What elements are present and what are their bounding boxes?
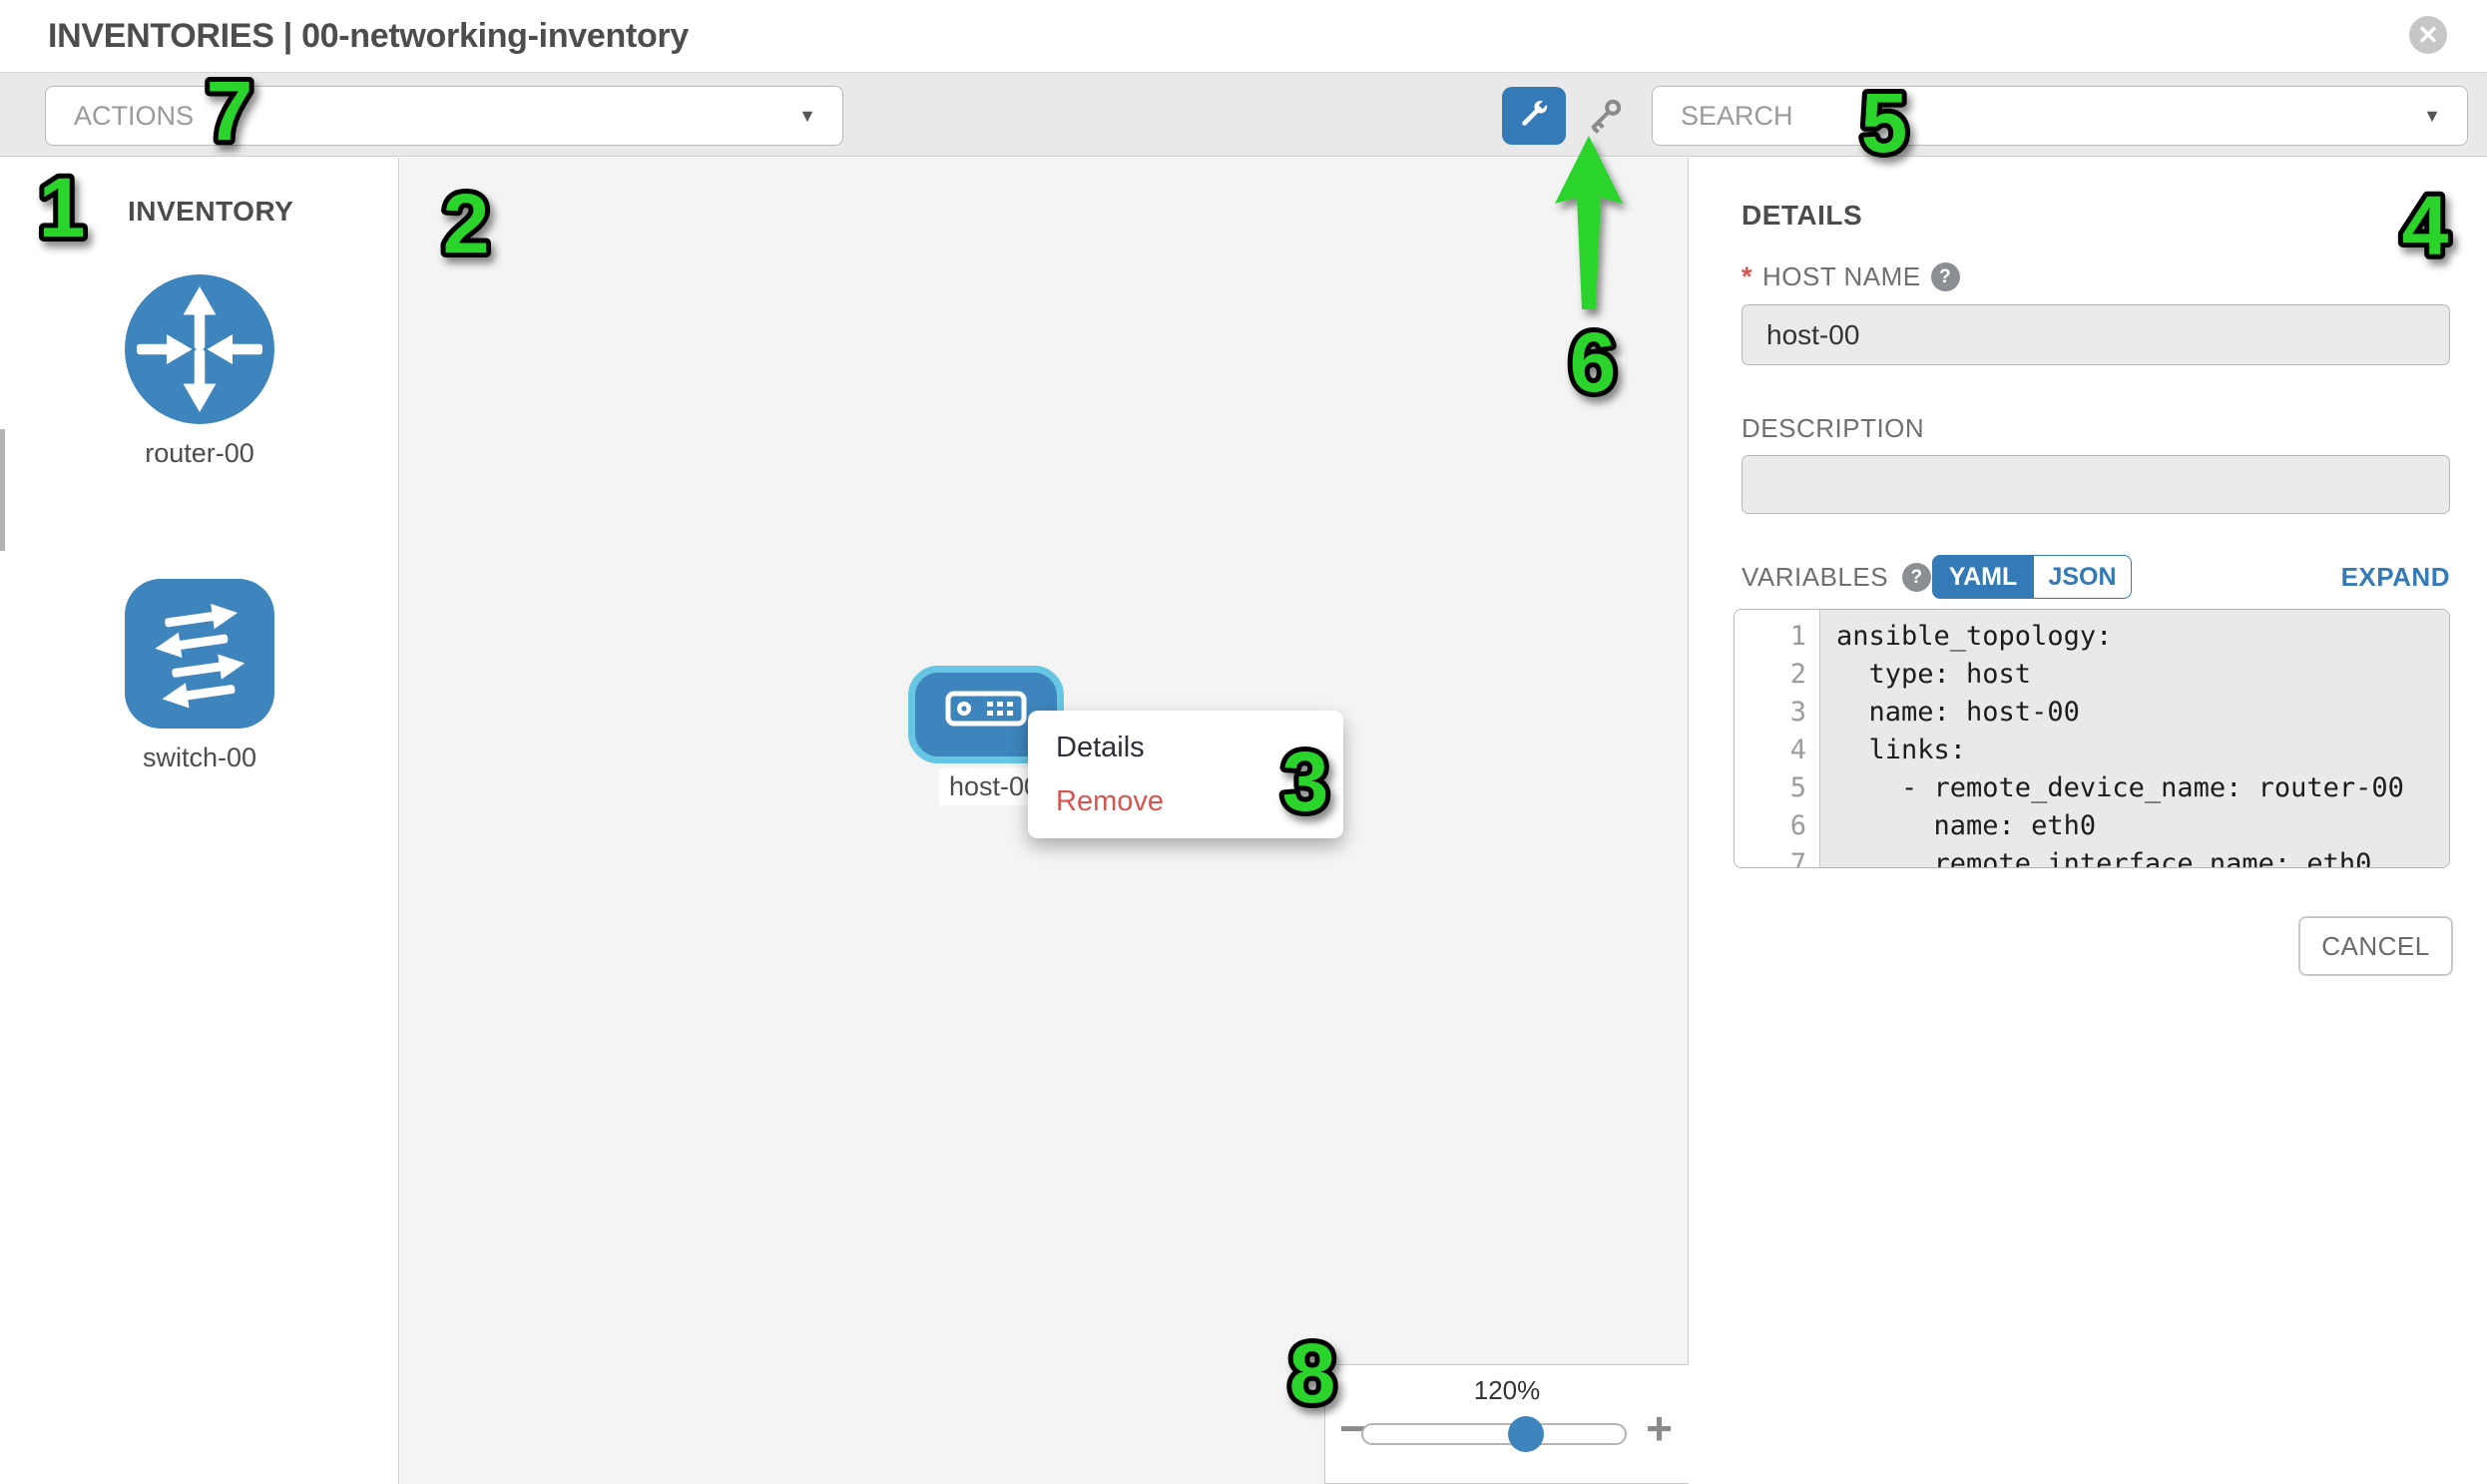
credentials-key-button[interactable] — [1580, 95, 1628, 143]
inventory-palette-title: INVENTORY — [128, 196, 294, 227]
help-glyph: ? — [1910, 566, 1923, 588]
tools-button[interactable] — [1502, 87, 1566, 145]
help-icon[interactable]: ? — [1930, 262, 1960, 291]
zoom-slider-track[interactable] — [1361, 1416, 1627, 1452]
page-title: INVENTORIES | 00-networking-inventory — [48, 16, 690, 55]
editor-gutter: 1 2 3 4 5 6 7 — [1735, 610, 1820, 867]
zoom-slider-thumb[interactable] — [1508, 1416, 1544, 1452]
close-icon[interactable]: ✕ — [2409, 16, 2447, 54]
host-name-input[interactable] — [1741, 304, 2450, 365]
description-label-row: DESCRIPTION — [1741, 413, 1924, 444]
palette-item-switch[interactable]: switch-00 — [0, 579, 399, 773]
variables-row: VARIABLES ? YAML JSON EXPAND — [1741, 555, 2450, 599]
zoom-in-button[interactable]: + — [1646, 1402, 1673, 1454]
description-label: DESCRIPTION — [1741, 413, 1925, 443]
zoom-control-panel: 120% − + — [1324, 1364, 1689, 1484]
palette-item-router[interactable]: router-00 — [0, 274, 399, 469]
close-glyph: ✕ — [2417, 19, 2439, 50]
context-menu-item-details[interactable]: Details — [1056, 731, 1145, 763]
details-panel-title: DETAILS — [1741, 200, 1863, 231]
editor-code[interactable]: ansible_topology: type: host name: host-… — [1820, 610, 2449, 867]
json-toggle-button[interactable]: JSON — [2034, 555, 2132, 599]
yaml-toggle-button[interactable]: YAML — [1932, 555, 2034, 599]
actions-dropdown-placeholder: ACTIONS — [74, 100, 195, 131]
variables-label: VARIABLES — [1741, 562, 1889, 592]
required-marker: * — [1741, 261, 1753, 291]
chevron-down-icon: ▼ — [798, 105, 816, 126]
switch-icon — [0, 579, 399, 729]
context-menu-item-remove[interactable]: Remove — [1056, 784, 1164, 817]
variables-label-row: VARIABLES ? — [1741, 562, 1932, 593]
help-glyph: ? — [1939, 265, 1952, 287]
search-dropdown-placeholder: SEARCH — [1681, 100, 1793, 131]
inventory-palette: INVENTORY router-00 — [0, 158, 399, 1484]
scroll-notch — [0, 429, 5, 551]
wrench-icon — [1514, 94, 1554, 139]
description-input[interactable] — [1741, 455, 2450, 514]
actions-dropdown[interactable]: ACTIONS ▼ — [45, 86, 843, 146]
details-panel: DETAILS * HOST NAME ? DESCRIPTION VARIAB… — [1690, 158, 2487, 1484]
host-icon — [945, 691, 1027, 732]
host-node-label: host-00 — [939, 768, 1050, 805]
host-name-label: HOST NAME — [1762, 261, 1921, 291]
search-dropdown[interactable]: SEARCH ▼ — [1652, 86, 2468, 146]
palette-item-label: router-00 — [145, 438, 254, 468]
expand-link[interactable]: EXPAND — [2340, 562, 2450, 592]
chevron-down-icon: ▼ — [2423, 105, 2441, 126]
host-name-label-row: * HOST NAME ? — [1741, 261, 1960, 292]
zoom-level-value: 120% — [1473, 1375, 1541, 1405]
app-header: INVENTORIES | 00-networking-inventory ✕ — [0, 0, 2487, 72]
topology-canvas[interactable]: host-00 Details Remove 120% − + — [400, 158, 1689, 1484]
toolbar: ACTIONS ▼ — [0, 72, 2487, 157]
router-icon — [0, 274, 399, 424]
cancel-button[interactable]: CANCEL — [2298, 916, 2453, 976]
variables-format-toggle: YAML JSON — [1932, 555, 2132, 599]
variables-code-editor[interactable]: 1 2 3 4 5 6 7 ansible_topology: type: ho… — [1734, 609, 2450, 868]
help-icon[interactable]: ? — [1902, 563, 1932, 592]
palette-item-label: switch-00 — [142, 742, 257, 772]
key-icon — [1580, 93, 1628, 146]
node-context-menu: Details Remove — [1028, 711, 1343, 838]
